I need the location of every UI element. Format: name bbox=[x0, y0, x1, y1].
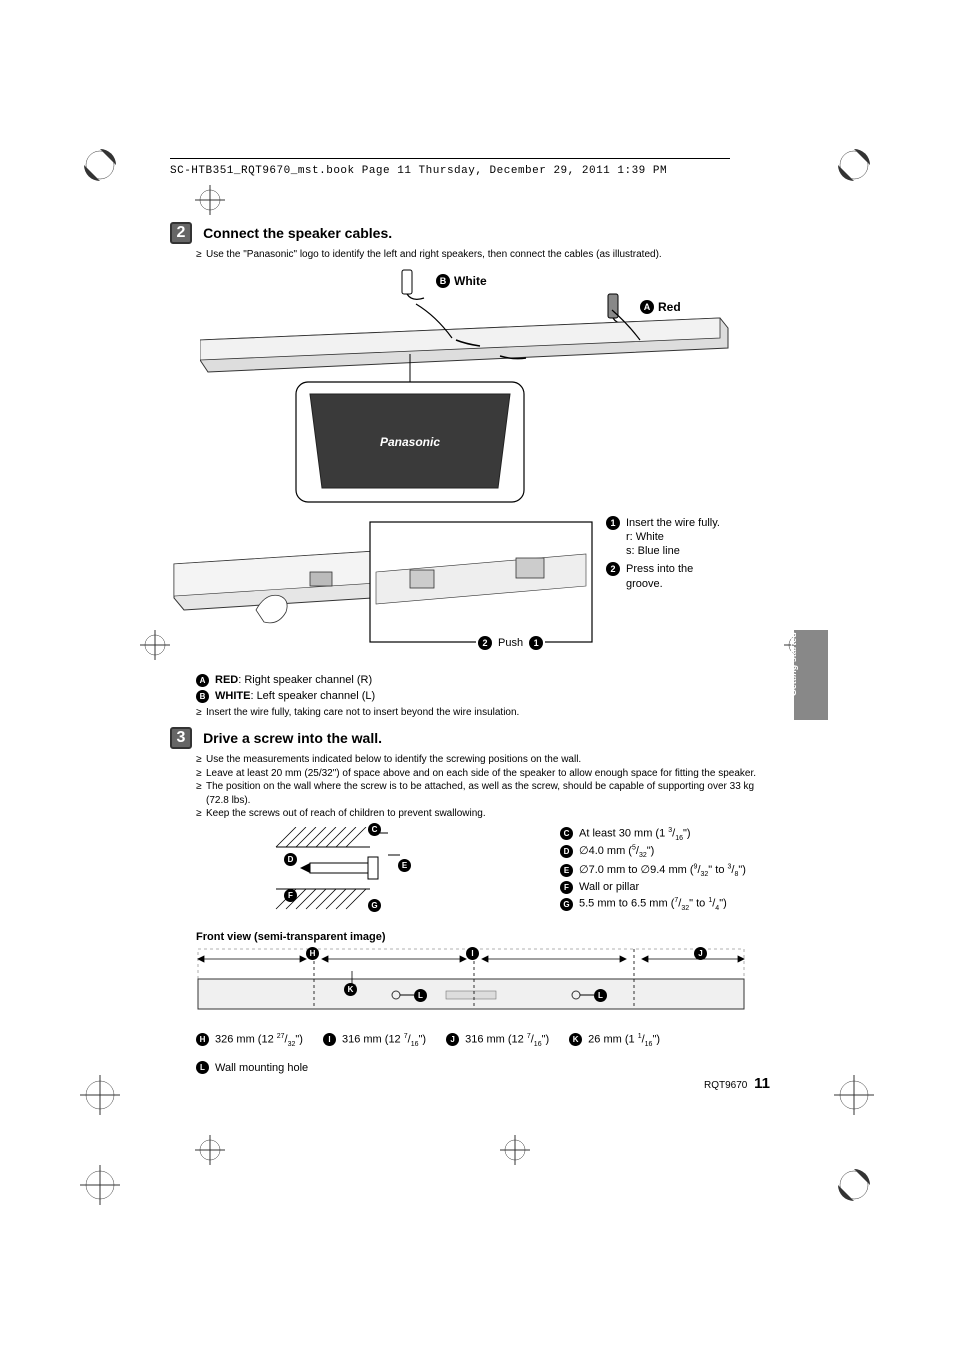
crop-mark-bc2 bbox=[500, 1135, 530, 1165]
section-tab-label: Getting started bbox=[788, 662, 798, 696]
step-3-bullet-1: Use the measurements indicated below to … bbox=[196, 753, 770, 767]
fv-j: J bbox=[694, 947, 707, 960]
fv-lbl-h: H bbox=[196, 1033, 209, 1046]
crop-mark-tl bbox=[80, 145, 120, 185]
step-3-bullet-3: The position on the wall where the screw… bbox=[196, 780, 770, 807]
lbl-d-text: ∅4.0 mm (5/32") bbox=[579, 844, 654, 859]
inset-n1: 1 bbox=[606, 516, 620, 530]
fv-lbl-i-text: 316 mm (12 7/16") bbox=[342, 1033, 426, 1048]
lbl-d: D bbox=[560, 845, 573, 858]
legend-a-text: RED: Right speaker channel (R) bbox=[215, 674, 372, 686]
lbl-g-text: 5.5 mm to 6.5 mm (7/32" to 1/4") bbox=[579, 897, 727, 912]
step-3-badge: 3 bbox=[170, 727, 192, 749]
page-number: 11 bbox=[754, 1075, 770, 1092]
screw-f: F bbox=[284, 889, 297, 902]
fv-h: H bbox=[306, 947, 319, 960]
step-3-bullet-4: Keep the screws out of reach of children… bbox=[196, 807, 770, 821]
fv-lbl-l: L bbox=[196, 1061, 209, 1074]
crop-mark-br2 bbox=[834, 1165, 874, 1205]
step-2-badge: 2 bbox=[170, 222, 192, 244]
lbl-e: E bbox=[560, 864, 573, 877]
fv-l2: L bbox=[594, 989, 607, 1002]
footer-code: RQT9670 bbox=[704, 1080, 747, 1091]
lbl-f-text: Wall or pillar bbox=[579, 881, 639, 893]
crop-mark-ml bbox=[140, 630, 170, 660]
inset-n2: 2 bbox=[606, 562, 620, 576]
step-2-bullet-1: Use the "Panasonic" logo to identify the… bbox=[196, 248, 770, 262]
legend-a-circle: A bbox=[196, 674, 209, 687]
crop-mark-bl bbox=[80, 1075, 120, 1115]
section-tab: Getting started bbox=[794, 630, 828, 720]
lbl-e-text: ∅7.0 mm to ∅9.4 mm (9/32" to 3/8") bbox=[579, 863, 746, 878]
crop-mark-tr bbox=[834, 145, 874, 185]
screw-g: G bbox=[368, 899, 381, 912]
step-2-bullet-2: Insert the wire fully, taking care not t… bbox=[196, 706, 770, 720]
label-b-circle: B bbox=[436, 274, 450, 288]
brand-logo: Panasonic bbox=[380, 435, 440, 449]
label-white: White bbox=[454, 274, 487, 288]
screw-e: E bbox=[398, 859, 411, 872]
fv-lbl-k-text: 26 mm (1 1/16") bbox=[588, 1033, 660, 1048]
step-3-title: Drive a screw into the wall. bbox=[203, 730, 382, 746]
soundbar-diagram: Panasonic bbox=[200, 298, 730, 518]
step-2-title: Connect the speaker cables. bbox=[203, 225, 392, 241]
fv-lbl-i: I bbox=[323, 1033, 336, 1046]
fv-lbl-j: J bbox=[446, 1033, 459, 1046]
fv-i: I bbox=[466, 947, 479, 960]
fv-lbl-k: K bbox=[569, 1033, 582, 1046]
push-label: Push bbox=[498, 637, 523, 649]
front-view-title: Front view (semi-transparent image) bbox=[196, 931, 770, 943]
inset-n2-text: Press into the groove. bbox=[626, 562, 726, 591]
crop-mark-br bbox=[834, 1075, 874, 1115]
inset-n1-plus: r: White bbox=[626, 530, 720, 544]
legend-b-text: WHITE: Left speaker channel (L) bbox=[215, 690, 375, 702]
screw-diagram bbox=[270, 827, 440, 917]
fv-k: K bbox=[344, 983, 357, 996]
lbl-g: G bbox=[560, 898, 573, 911]
crop-mark-bc1 bbox=[195, 1135, 225, 1165]
screw-c: C bbox=[368, 823, 381, 836]
lbl-c-text: At least 30 mm (1 3/16") bbox=[579, 827, 691, 842]
screw-d: D bbox=[284, 853, 297, 866]
inset-n1-text: Insert the wire fully. bbox=[626, 516, 720, 530]
crop-mark-bl2 bbox=[80, 1165, 120, 1205]
inset-n1-minus: s: Blue line bbox=[626, 544, 720, 558]
step-3-bullet-2: Leave at least 20 mm (25/32") of space a… bbox=[196, 767, 770, 781]
lbl-c: C bbox=[560, 827, 573, 840]
push-n1: 1 bbox=[529, 636, 543, 650]
fv-l1: L bbox=[414, 989, 427, 1002]
legend-b-circle: B bbox=[196, 690, 209, 703]
fv-lbl-l-text: Wall mounting hole bbox=[215, 1062, 308, 1074]
push-n2: 2 bbox=[478, 636, 492, 650]
lbl-f: F bbox=[560, 881, 573, 894]
fv-lbl-j-text: 316 mm (12 7/16") bbox=[465, 1033, 549, 1048]
fv-lbl-h-text: 326 mm (12 27/32") bbox=[215, 1033, 303, 1048]
page-footer: RQT9670 11 bbox=[704, 1075, 770, 1092]
